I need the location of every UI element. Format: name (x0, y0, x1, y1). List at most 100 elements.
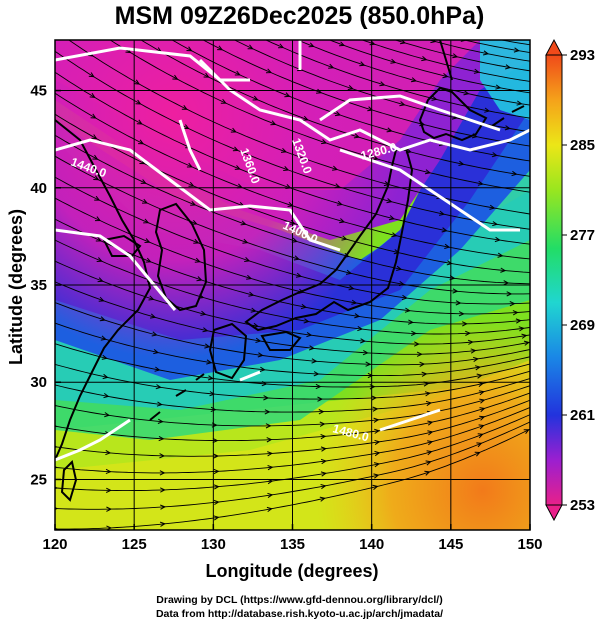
streamline-arrow (207, 375, 214, 381)
streamline-arrow (491, 152, 498, 158)
x-tick-label: 130 (201, 536, 226, 553)
streamline-arrow (318, 409, 325, 415)
streamline-arrow (367, 372, 374, 379)
streamline-arrow (461, 321, 468, 327)
streamline-arrow (354, 313, 361, 319)
streamline-arrow (372, 406, 379, 412)
colorbar-tick-label: 277 (570, 227, 595, 244)
streamline (55, 392, 530, 442)
streamline-arrow (506, 291, 513, 297)
streamline-arrow (250, 307, 257, 313)
streamline-arrow (360, 338, 367, 344)
streamline-arrow (386, 198, 393, 204)
streamline-arrow (283, 166, 290, 171)
streamline-arrow (186, 46, 193, 52)
streamline-arrow (372, 484, 379, 490)
streamline-arrow (252, 95, 259, 101)
streamline-arrow (55, 424, 58, 428)
streamline (427, 40, 530, 62)
streamline-arrow (89, 92, 96, 99)
streamline-arrow (194, 257, 201, 263)
streamline-arrow (209, 391, 216, 397)
streamline-arrow (172, 74, 179, 80)
streamline-arrow (463, 90, 470, 96)
colorbar-tick-label: 285 (570, 137, 595, 154)
streamline-arrow (159, 487, 166, 493)
streamline-arrow (55, 404, 58, 407)
streamline-arrow (159, 470, 166, 476)
streamline-arrow (280, 147, 288, 153)
y-axis-label: Latitude (degrees) (6, 209, 26, 365)
streamline-arrow (181, 104, 188, 110)
streamline-arrow (311, 358, 318, 364)
streamline-arrow (478, 424, 485, 430)
streamline-arrow (154, 366, 161, 372)
streamline (55, 406, 530, 474)
x-axis-label: Longitude (degrees) (205, 561, 378, 581)
streamline-arrow (503, 280, 510, 286)
x-tick-label: 125 (122, 536, 147, 553)
streamline (55, 414, 530, 492)
streamline-arrow (94, 195, 101, 201)
streamline-arrow (482, 50, 490, 56)
streamline (55, 399, 530, 457)
streamline (171, 40, 530, 162)
streamline-arrow (55, 486, 58, 490)
streamline-arrow (246, 274, 253, 280)
streamline-arrow (105, 468, 112, 475)
streamline-arrow (427, 420, 434, 426)
streamline-arrow (300, 303, 308, 310)
streamline-arrow (452, 288, 459, 294)
streamline (55, 421, 530, 510)
streamline-arrow (145, 257, 152, 263)
streamline-arrow (332, 165, 339, 171)
streamline-arrow (188, 181, 195, 187)
streamline (55, 281, 530, 355)
streamline-arrow (328, 63, 335, 69)
streamline-arrow (518, 326, 525, 332)
streamline-arrow (55, 445, 58, 448)
streamline-arrow (476, 373, 483, 379)
streamline-arrow (421, 56, 428, 62)
streamline-arrow (484, 107, 491, 113)
streamline-arrow (479, 415, 486, 421)
streamline-arrow (247, 44, 254, 50)
streamline (55, 385, 530, 427)
streamline-arrow (244, 257, 251, 262)
streamline-arrow (102, 373, 109, 380)
streamline-arrow (266, 506, 273, 513)
streamline-arrow (521, 333, 528, 339)
streamline-arrow (212, 437, 219, 444)
streamline-arrow (515, 318, 522, 324)
streamline-arrow (302, 115, 309, 121)
streamline-arrow (421, 371, 428, 377)
x-tick-label: 150 (517, 536, 542, 553)
colorbar-tick-label: 293 (570, 47, 595, 64)
streamline-arrow (306, 331, 313, 338)
streamline-arrow (265, 423, 272, 429)
streamline-arrow (319, 496, 326, 502)
streamline-arrow (203, 72, 210, 78)
streamline-arrow (347, 85, 354, 90)
streamline (55, 302, 530, 366)
streamline-arrow (144, 238, 151, 243)
streamline-arrow (373, 473, 380, 479)
coastlines (55, 40, 525, 502)
streamline-arrow (190, 200, 197, 206)
streamline-arrow (270, 120, 277, 126)
credit-drawing: Drawing by DCL (https://www.gfd-dennou.o… (156, 594, 443, 606)
streamline-arrow (267, 492, 274, 499)
streamline-arrow (339, 218, 346, 224)
streamline (55, 343, 530, 388)
streamline-arrow (458, 160, 465, 166)
streamline-arrow (143, 218, 150, 224)
streamline-arrow (265, 68, 273, 74)
streamline-arrow (362, 349, 369, 356)
streamline (296, 40, 530, 106)
streamline-arrow (479, 398, 486, 404)
streamline-arrow (103, 393, 110, 399)
streamline-arrow (425, 400, 433, 407)
streamline-arrow (191, 219, 198, 225)
x-tick-label: 145 (438, 536, 463, 553)
streamline-arrow (431, 95, 438, 101)
